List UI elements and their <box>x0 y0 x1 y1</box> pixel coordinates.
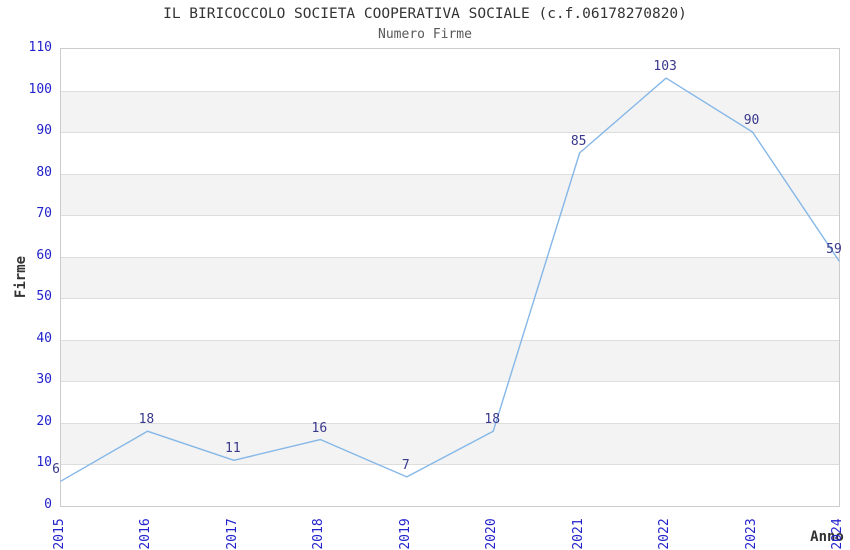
plot-band <box>61 90 839 133</box>
data-point-label: 18 <box>484 412 501 428</box>
y-tick-label: 100 <box>28 81 52 97</box>
gridline <box>61 173 839 175</box>
gridline <box>61 90 839 92</box>
gridline <box>61 132 839 134</box>
data-line-svg <box>60 77 840 482</box>
data-point-label: 11 <box>225 441 241 457</box>
data-point-label: 59 <box>826 241 842 257</box>
data-point-label: 7 <box>401 457 410 473</box>
plot-band <box>61 256 839 299</box>
gridline <box>61 422 839 424</box>
data-point-label: 6 <box>52 462 60 478</box>
x-tick-label: 2022 <box>657 518 673 550</box>
y-tick-label: 20 <box>36 413 52 429</box>
plot-band <box>61 173 839 216</box>
data-point-label: 85 <box>570 133 587 149</box>
chart-subtitle: Numero Firme <box>378 27 472 42</box>
x-tick-label: 2018 <box>311 518 327 550</box>
x-tick-label: 2017 <box>224 518 240 550</box>
chart-title: IL BIRICOCCOLO SOCIETA COOPERATIVA SOCIA… <box>163 6 687 22</box>
y-tick-label: 110 <box>28 40 52 55</box>
gridline <box>61 256 839 258</box>
y-tick-label: 50 <box>36 289 52 305</box>
y-tick-label: 10 <box>36 455 52 471</box>
y-tick-label: 0 <box>44 497 52 512</box>
y-tick-label: 30 <box>36 372 52 388</box>
x-tick-label: 2021 <box>570 518 586 550</box>
x-axis-label: Anno <box>810 529 844 545</box>
x-tick-label: 2023 <box>743 518 759 550</box>
data-line <box>60 77 840 482</box>
plot-band <box>61 422 839 465</box>
plot-area <box>60 48 840 507</box>
gridline <box>61 298 839 300</box>
gridline <box>61 339 839 341</box>
plot-band <box>61 339 839 382</box>
data-point-label: 16 <box>311 420 328 436</box>
data-point-label: 90 <box>743 113 760 129</box>
x-tick-label: 2020 <box>484 518 500 550</box>
x-tick-label: 2019 <box>397 518 413 550</box>
data-point-label: 18 <box>138 412 155 428</box>
y-tick-label: 70 <box>36 206 52 222</box>
y-tick-label: 90 <box>36 123 52 139</box>
gridline <box>61 464 839 466</box>
data-point-label: 103 <box>653 59 677 75</box>
y-tick-label: 40 <box>36 330 52 346</box>
x-tick-label: 2015 <box>52 518 67 550</box>
y-tick-label: 60 <box>36 247 52 263</box>
gridline <box>61 215 839 217</box>
gridline <box>61 381 839 383</box>
x-tick-label: 2024 <box>830 518 845 550</box>
y-tick-label: 80 <box>36 164 52 180</box>
x-tick-label: 2016 <box>138 518 154 550</box>
